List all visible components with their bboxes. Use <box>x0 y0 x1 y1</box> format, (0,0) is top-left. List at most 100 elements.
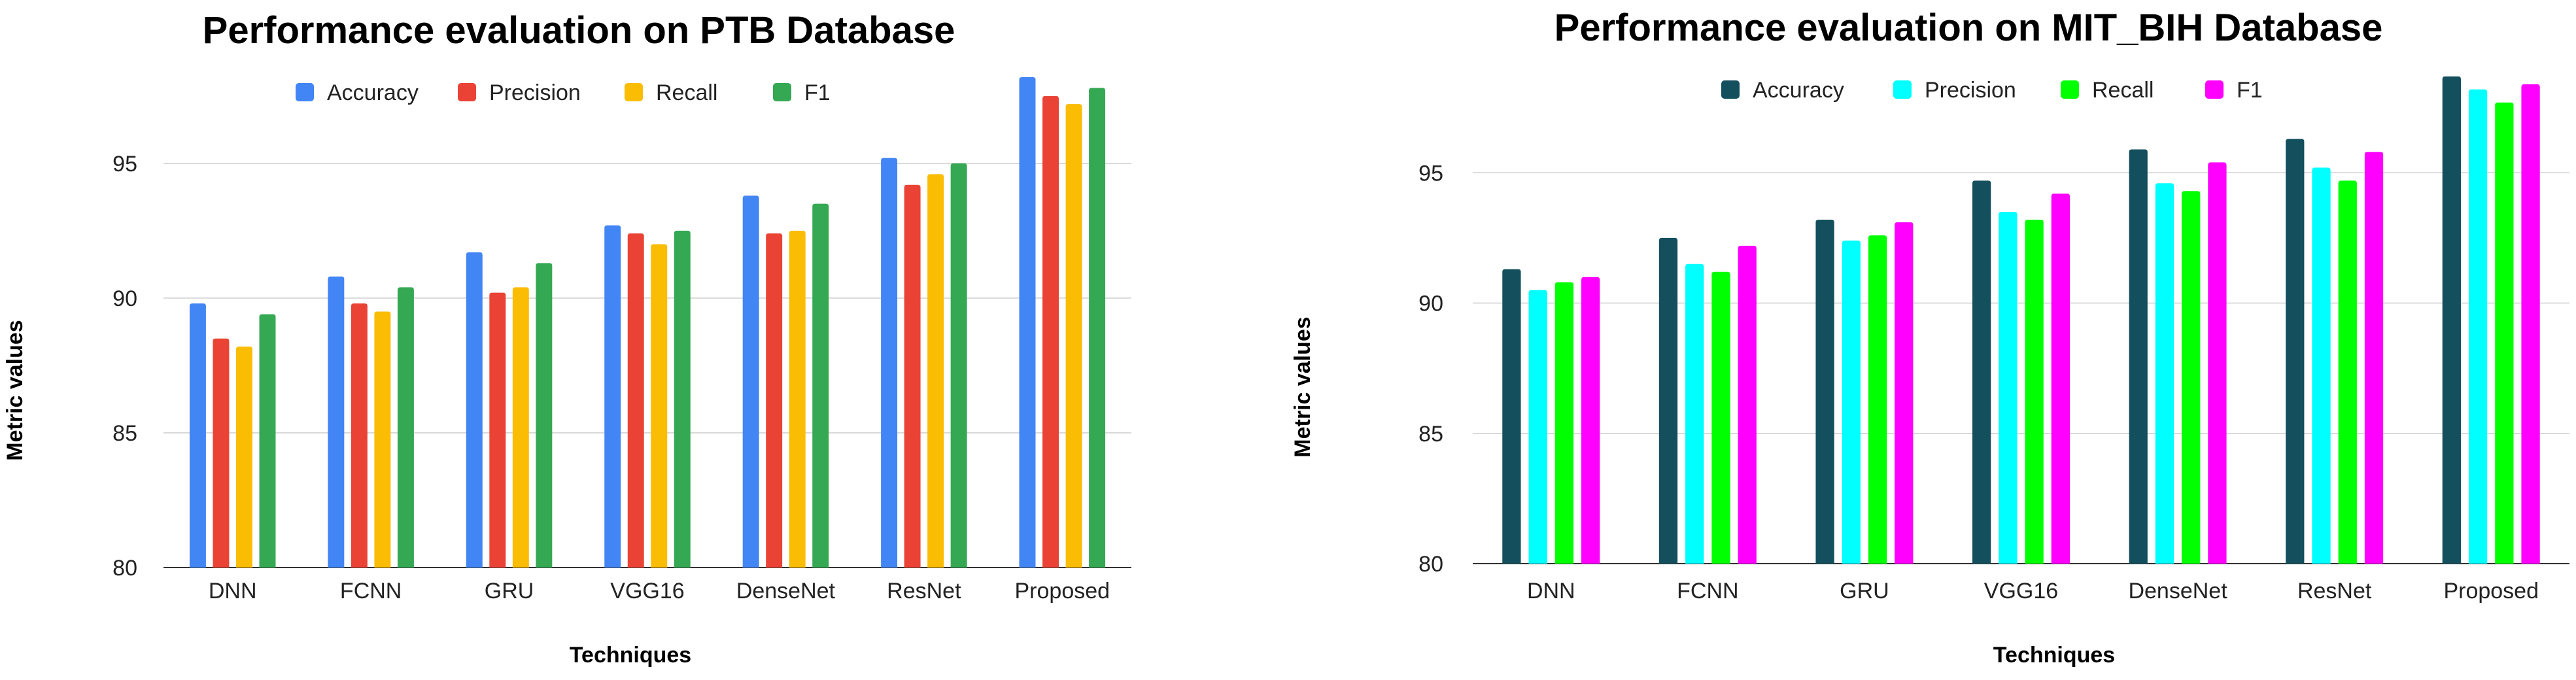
bar-f1-densenet <box>812 203 829 568</box>
bar-accuracy-dnn <box>1502 269 1521 564</box>
y-tick-label: 90 <box>1418 292 1443 316</box>
bar-f1-dnn <box>1581 277 1600 564</box>
legend-label-precision: Precision <box>489 80 581 105</box>
y-tick-label: 85 <box>1418 422 1443 447</box>
gridlines <box>1473 172 2569 564</box>
bar-recall-vgg16 <box>651 244 668 568</box>
x-tick-label: VGG16 <box>1984 579 2058 604</box>
bars <box>189 76 1106 568</box>
bar-precision-fcnn <box>1685 264 1704 564</box>
legend-label-precision: Precision <box>1925 78 2016 103</box>
legend-swatch-recall <box>2061 80 2079 99</box>
bar-recall-proposed <box>2495 102 2514 564</box>
x-tick-label: ResNet <box>887 579 961 604</box>
x-tick-label: Proposed <box>2443 579 2539 604</box>
legend: Accuracy Precision Recall F1 <box>1721 78 2263 103</box>
bar-accuracy-proposed <box>2442 76 2461 564</box>
bar-precision-vgg16 <box>1999 212 2018 564</box>
legend-swatch-precision <box>1893 80 1912 99</box>
legend-label-recall: Recall <box>656 80 717 105</box>
bar-recall-vgg16 <box>2025 220 2044 564</box>
y-tick-labels: 80 85 90 95 <box>112 152 137 581</box>
legend: Accuracy Precision Recall F1 <box>296 80 831 105</box>
y-tick-labels: 80 85 90 95 <box>1418 161 1443 577</box>
chart-title: Performance evaluation on PTB Database <box>203 9 955 52</box>
bar-recall-dnn <box>236 347 252 568</box>
legend-swatch-accuracy <box>296 83 314 101</box>
chart-mitbih-svg: Performance evaluation on MIT_BIH Databa… <box>1290 7 2569 668</box>
x-tick-label: GRU <box>485 579 534 604</box>
bar-f1-gru <box>1895 222 1914 564</box>
legend-label-recall: Recall <box>2092 78 2154 103</box>
legend-swatch-recall <box>625 83 643 101</box>
bar-recall-proposed <box>1065 104 1082 568</box>
x-tick-label: GRU <box>1840 579 1889 604</box>
legend-swatch-precision <box>458 83 476 101</box>
x-tick-label: DenseNet <box>736 579 836 604</box>
bar-precision-dnn <box>213 338 230 568</box>
bar-accuracy-vgg16 <box>1972 180 1991 564</box>
x-tick-label: FCNN <box>1677 579 1738 604</box>
legend-label-f1: F1 <box>804 80 831 105</box>
chart-mitbih: Performance evaluation on MIT_BIH Databa… <box>1288 0 2576 680</box>
x-tick-label: DNN <box>1527 579 1575 604</box>
chart-title: Performance evaluation on MIT_BIH Databa… <box>1554 7 2383 49</box>
bar-recall-gru <box>1868 235 1887 564</box>
bar-recall-fcnn <box>1711 271 1730 564</box>
bar-f1-resnet <box>950 163 967 568</box>
bar-precision-dnn <box>1528 290 1547 564</box>
x-axis-title: Techniques <box>570 643 691 668</box>
x-tick-label: DNN <box>209 579 257 604</box>
bar-f1-resnet <box>2364 152 2384 564</box>
bars <box>1502 76 2540 564</box>
x-tick-label: Proposed <box>1015 579 1110 604</box>
bar-accuracy-densenet <box>2129 149 2148 564</box>
y-tick-label: 80 <box>1418 552 1443 577</box>
bar-f1-proposed <box>1089 88 1106 568</box>
legend-label-accuracy: Accuracy <box>327 80 419 105</box>
bar-recall-fcnn <box>374 311 391 568</box>
bar-recall-dnn <box>1554 282 1574 564</box>
bar-f1-gru <box>536 263 553 568</box>
bar-accuracy-densenet <box>742 196 759 568</box>
legend-swatch-accuracy <box>1721 80 1740 99</box>
bar-precision-gru <box>1842 240 1861 564</box>
y-tick-label: 85 <box>112 421 137 446</box>
legend-label-f1: F1 <box>2237 78 2263 103</box>
x-tick-label: VGG16 <box>610 579 684 604</box>
y-tick-label: 90 <box>112 286 137 311</box>
x-tick-label: FCNN <box>340 579 402 604</box>
legend-swatch-f1 <box>773 83 791 101</box>
bar-accuracy-fcnn <box>1658 237 1678 564</box>
x-tick-label: DenseNet <box>2128 579 2227 604</box>
bar-recall-gru <box>512 287 529 568</box>
bar-precision-resnet <box>2312 167 2331 564</box>
bar-precision-resnet <box>904 184 921 568</box>
bar-f1-dnn <box>259 314 276 568</box>
y-tick-label: 95 <box>1418 161 1443 186</box>
chart-ptb: Performance evaluation on PTB Database A… <box>3 9 1131 668</box>
legend-label-accuracy: Accuracy <box>1753 78 1844 103</box>
bar-accuracy-vgg16 <box>604 225 621 568</box>
x-axis-title: Techniques <box>1993 643 2115 668</box>
bar-precision-proposed <box>1042 95 1059 568</box>
bar-recall-resnet <box>2338 180 2357 564</box>
bar-f1-fcnn <box>397 287 414 568</box>
chart-ptb-svg: Performance evaluation on PTB Database A… <box>3 9 1131 668</box>
bar-accuracy-proposed <box>1019 76 1036 568</box>
bar-accuracy-gru <box>1815 220 1834 564</box>
y-tick-label: 80 <box>112 556 137 581</box>
bar-precision-vgg16 <box>627 233 644 568</box>
bar-accuracy-gru <box>466 252 483 568</box>
gridlines <box>163 163 1131 568</box>
bar-f1-vgg16 <box>674 230 691 568</box>
bar-recall-densenet <box>789 230 806 568</box>
bar-accuracy-resnet <box>2286 139 2305 564</box>
x-tick-label: ResNet <box>2297 579 2372 604</box>
bar-recall-densenet <box>2182 191 2201 564</box>
bar-precision-gru <box>489 292 506 568</box>
bar-precision-densenet <box>2155 183 2174 564</box>
bar-precision-proposed <box>2468 89 2488 564</box>
bar-f1-densenet <box>2208 162 2227 564</box>
y-axis-title: Metric values <box>1290 316 1315 457</box>
